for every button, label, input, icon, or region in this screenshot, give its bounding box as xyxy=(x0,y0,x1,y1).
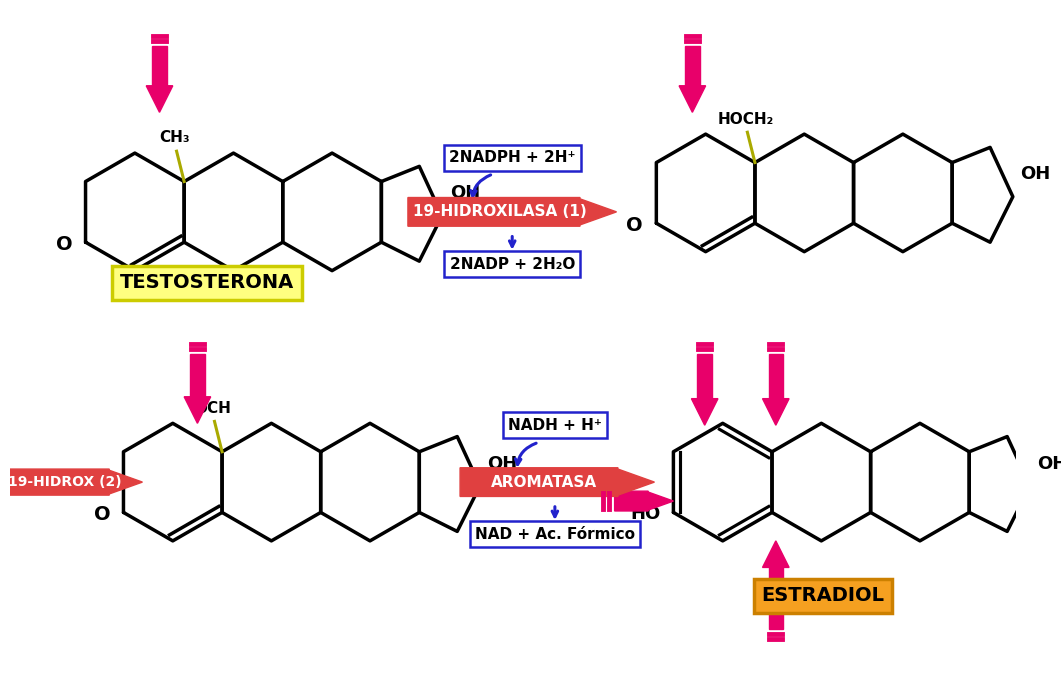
Text: O: O xyxy=(626,215,643,235)
Text: HOCH₂: HOCH₂ xyxy=(717,111,773,126)
Text: 2NADP + 2H₂O: 2NADP + 2H₂O xyxy=(450,256,575,271)
Polygon shape xyxy=(763,541,789,568)
Text: ESTRADIOL: ESTRADIOL xyxy=(762,587,885,605)
Text: 2NADPH + 2H⁺: 2NADPH + 2H⁺ xyxy=(449,151,575,165)
Text: AROMATASA: AROMATASA xyxy=(491,475,597,489)
Text: NADH + H⁺: NADH + H⁺ xyxy=(508,418,602,433)
Text: CH₃: CH₃ xyxy=(159,130,190,146)
Text: 19-HIDROX (2): 19-HIDROX (2) xyxy=(7,475,121,489)
Polygon shape xyxy=(10,469,142,495)
Polygon shape xyxy=(152,46,167,86)
Text: TESTOSTERONA: TESTOSTERONA xyxy=(120,273,294,292)
Polygon shape xyxy=(407,198,616,226)
Text: OH: OH xyxy=(1038,455,1061,472)
Polygon shape xyxy=(685,46,699,86)
Text: OH: OH xyxy=(450,184,480,202)
Polygon shape xyxy=(692,399,718,425)
Text: O: O xyxy=(93,505,110,524)
Polygon shape xyxy=(146,86,173,112)
Polygon shape xyxy=(614,491,674,511)
Text: 19-HIDROXILASA (1): 19-HIDROXILASA (1) xyxy=(413,205,587,219)
Text: OCH: OCH xyxy=(194,401,231,416)
Polygon shape xyxy=(697,354,712,399)
Polygon shape xyxy=(768,568,783,629)
Polygon shape xyxy=(190,354,205,397)
Text: OH: OH xyxy=(1021,165,1050,184)
Polygon shape xyxy=(185,397,211,423)
Text: HO: HO xyxy=(630,506,660,523)
Polygon shape xyxy=(763,399,789,425)
Text: NAD + Ac. Fórmico: NAD + Ac. Fórmico xyxy=(475,526,634,542)
Text: O: O xyxy=(55,235,72,254)
Text: OH: OH xyxy=(488,455,518,472)
Polygon shape xyxy=(768,354,783,399)
Polygon shape xyxy=(460,468,655,496)
Polygon shape xyxy=(679,86,706,112)
